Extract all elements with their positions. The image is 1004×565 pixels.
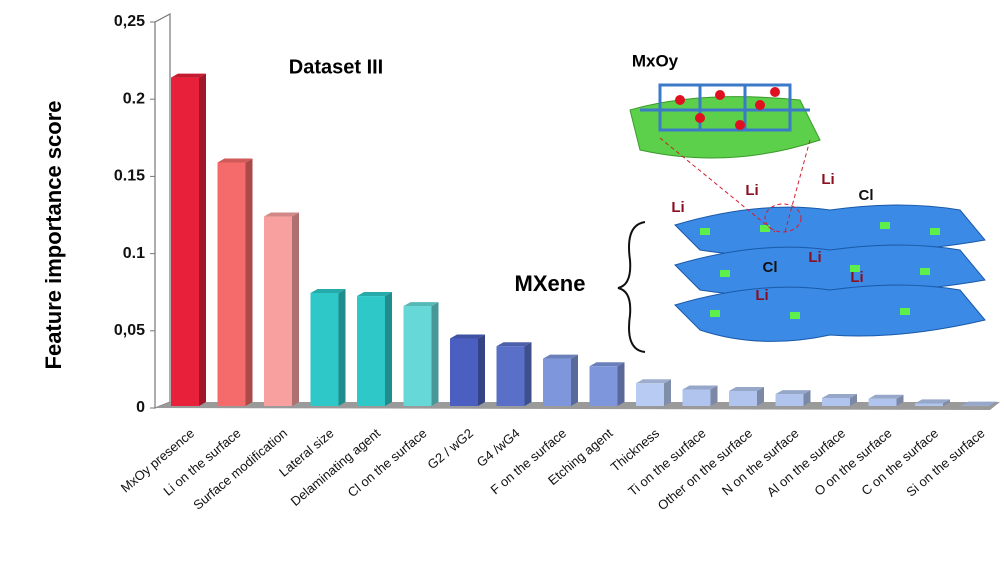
inset-label: Li [755,287,768,304]
bar-front [589,366,618,406]
x-tick-label: Li on the surface [160,425,243,498]
y-tick-label: 0 [136,399,145,416]
bar-side [803,390,811,406]
bar [636,379,671,406]
bar-side [524,342,532,406]
bar-top [357,292,392,297]
bar [171,73,206,407]
inset-label: Li [850,269,863,286]
inset-label: Li [808,249,821,266]
inset-label: Cl [859,187,874,204]
y-tick-label: 0,05 [114,322,145,339]
x-tick-label: Ti on the surface [625,425,708,498]
y-axis-title: Feature importance score [41,101,66,370]
bar-front [450,338,478,406]
bar-side [431,302,439,406]
bar-top [915,399,950,404]
dataset-label: Dataset III [289,56,383,78]
bar-top [171,73,206,78]
bar [775,390,811,406]
bar [729,387,764,406]
bar-side [385,292,392,406]
inset-label: Li [745,182,758,199]
bar-front [636,383,664,406]
bar-front [357,296,385,406]
mxene-label: MXene [515,271,586,296]
bar-front [171,77,199,407]
bar-top [729,387,764,392]
bar-top [543,354,578,359]
x-tick-label: Al on the surface [764,425,848,499]
bar-side [664,379,671,406]
back-wall [154,13,171,409]
bar-top [450,334,485,339]
inset-illustration [617,83,986,353]
bar-top [775,390,811,395]
x-tick-label: G2 / wG2 [424,425,476,472]
bar-top [496,342,532,347]
bar [403,302,439,406]
bar-side [292,212,299,406]
y-tick-label: 0,25 [114,13,145,30]
bar-side [478,334,485,406]
bar-side [245,158,253,406]
bar [264,212,299,406]
bar-top [589,362,625,367]
bar [589,362,625,406]
y-tick-label: 0.15 [114,168,145,185]
bar [822,393,857,406]
bar [682,385,718,406]
x-tick-label: Cl on the surface [345,425,430,500]
bar-top [217,158,253,163]
inset-label: Li [671,199,684,216]
bar-top [961,401,997,406]
bar-side [199,73,206,407]
inset-label: Cl [763,259,778,276]
bar-top [636,379,671,384]
bar-top [403,302,439,307]
bar-side [617,362,625,406]
bar [868,394,904,406]
bar-side [757,387,764,406]
bar-top [310,288,346,293]
bar-front [775,394,804,406]
x-tick-label: Si on the surface [903,425,987,499]
oxide-label: MxOy [632,51,679,70]
bar-top [682,385,718,390]
bar-front [496,346,525,406]
bar-front [682,389,711,406]
bar-side [338,288,346,406]
bar [915,399,950,406]
bar-side [571,354,578,406]
bar-top [822,393,857,398]
bar-top [868,394,904,399]
x-tick-label: O on the surface [811,425,894,498]
bar [543,354,578,406]
bar [217,158,253,406]
bar-front [822,397,850,406]
bar [496,342,532,406]
bar-front [729,391,757,406]
bar-front [915,403,943,406]
bar-side [710,385,718,406]
bar-front [543,358,571,406]
bar-front [403,306,432,406]
bar-side [989,401,997,406]
bar [310,288,346,406]
bar-front [868,398,897,406]
bar-side [896,394,904,406]
y-tick-label: 0.1 [123,245,145,262]
bar-front [264,216,292,406]
bar-front [310,292,339,406]
y-tick-label: 0.2 [123,90,145,107]
bar [450,334,485,406]
inset-label: Li [821,171,834,188]
bar [357,292,392,406]
bar-top [264,212,299,217]
bar-side [943,399,950,406]
bar-side [850,393,857,406]
bar [961,401,997,406]
bar-front [217,162,246,406]
